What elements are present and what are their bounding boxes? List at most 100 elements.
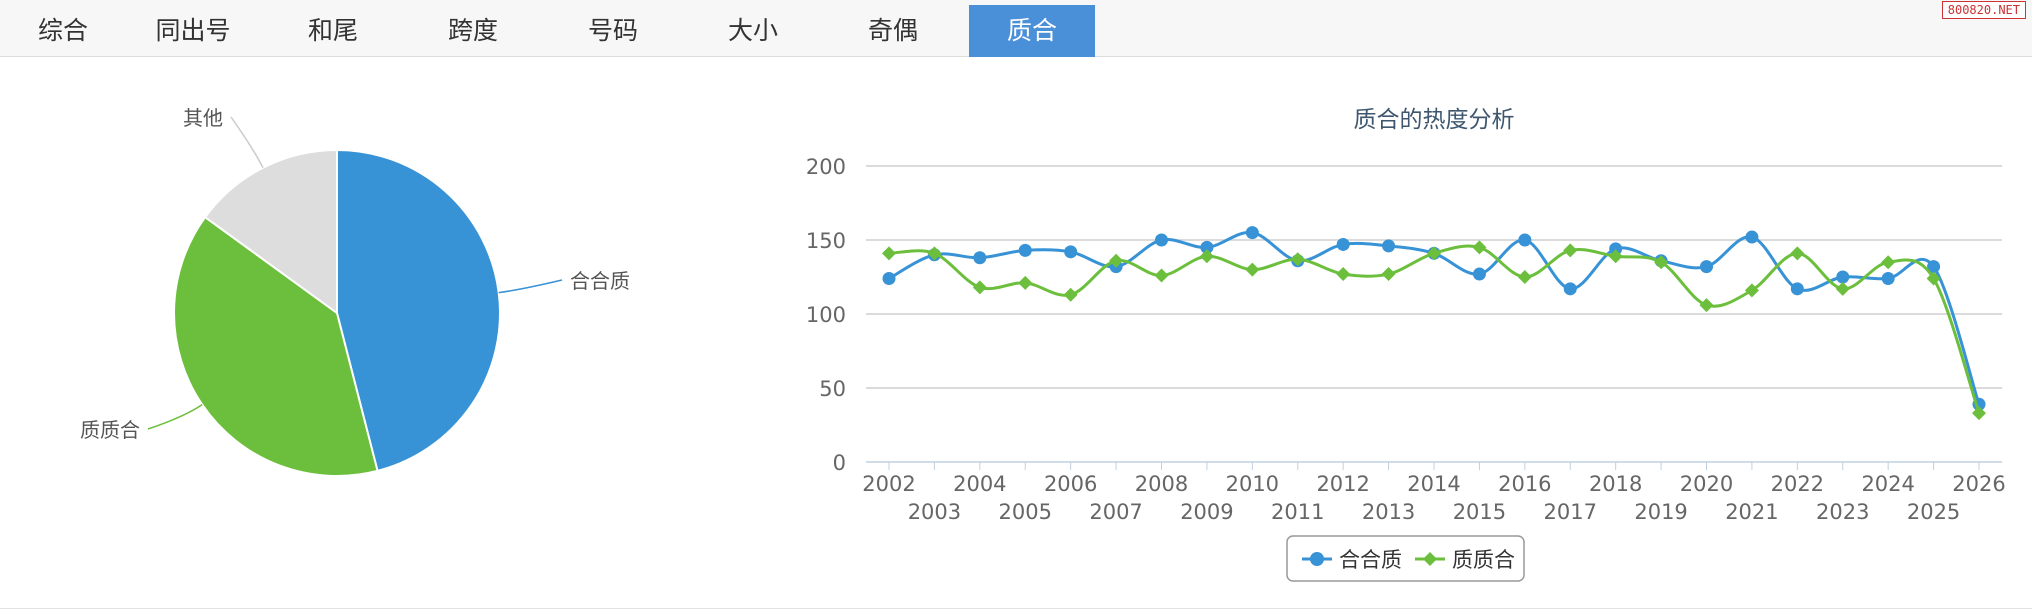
data-point (973, 251, 987, 265)
data-point (1472, 240, 1487, 255)
data-point (1835, 281, 1850, 296)
site-watermark: 800820.NET (1941, 1, 2026, 19)
x-tick-label: 2010 (1226, 472, 1279, 496)
x-tick-label: 2002 (862, 472, 915, 496)
y-tick-label: 50 (819, 377, 846, 401)
pie-label: 其他 (183, 106, 223, 130)
pie-connector (498, 279, 563, 294)
line-chart: 质合的热度分析 0 50 100 150 200 2002 2003 2004 2005 2006 2… (806, 107, 2006, 582)
data-point (1881, 271, 1895, 285)
data-point (1154, 268, 1169, 283)
data-point (1018, 275, 1033, 290)
data-point (1427, 246, 1441, 261)
pie-connector (147, 403, 203, 430)
x-tick-label: 2016 (1498, 472, 1551, 496)
data-point (1927, 260, 1941, 274)
data-point (1200, 240, 1214, 254)
legend: 合合质 质质合 (1286, 535, 1525, 582)
data-point (1290, 252, 1305, 267)
data-point (1336, 237, 1350, 251)
data-point (1790, 246, 1805, 261)
data-point (1063, 287, 1078, 302)
x-tick-label: 2004 (953, 472, 1006, 496)
data-point (1563, 282, 1577, 296)
tab-sum-tail[interactable]: 和尾 (307, 16, 358, 45)
x-tick-label: 2007 (1089, 500, 1142, 524)
data-point (1609, 242, 1623, 256)
data-point (1744, 283, 1759, 298)
x-tick-label: 2017 (1544, 500, 1597, 524)
tab-number[interactable]: 号码 (587, 16, 638, 45)
x-tick-label: 2023 (1816, 500, 1869, 524)
x-tick-label: 2024 (1861, 472, 1914, 496)
pie-connector (230, 116, 264, 169)
tab-same-number[interactable]: 同出号 (155, 16, 231, 45)
tab-prime-composite[interactable]: 质合 (969, 5, 1095, 57)
x-tick-label: 2003 (908, 500, 961, 524)
y-tick-label: 200 (806, 155, 846, 179)
x-tick-label: 2009 (1180, 500, 1233, 524)
x-tick-label: 2013 (1362, 500, 1415, 524)
data-point (1472, 267, 1486, 281)
legend-marker (1310, 552, 1324, 566)
data-point (972, 280, 987, 295)
x-tick-label: 2008 (1135, 472, 1188, 496)
data-point (1109, 253, 1124, 268)
x-tick-label: 2014 (1407, 472, 1460, 496)
data-point (1517, 270, 1532, 284)
x-tick-label: 2015 (1453, 500, 1506, 524)
tab-span[interactable]: 跨度 (447, 16, 498, 45)
data-point (1381, 267, 1396, 282)
legend-marker (1423, 552, 1437, 566)
data-point (1245, 226, 1259, 240)
pie-slice (203, 148, 338, 315)
x-tick-label: 2006 (1044, 472, 1097, 496)
legend-box (1286, 535, 1525, 582)
data-point (882, 271, 896, 285)
data-point (1881, 255, 1896, 270)
pie-label: 合合质 (570, 269, 630, 293)
data-point (1245, 262, 1260, 277)
y-tick-label: 0 (833, 451, 846, 475)
data-point (1972, 406, 1986, 421)
x-tick-label: 2005 (999, 500, 1052, 524)
data-point (1608, 249, 1623, 264)
data-point (1518, 233, 1532, 247)
data-point (1654, 255, 1669, 270)
x-tick-label: 2020 (1680, 472, 1733, 496)
data-point (1699, 298, 1714, 313)
x-tick-label: 2021 (1725, 500, 1778, 524)
data-point (1064, 245, 1078, 259)
data-point (1563, 243, 1578, 258)
x-tick-label: 2025 (1907, 500, 1960, 524)
data-point (1018, 243, 1032, 257)
tab-odd-even[interactable]: 奇偶 (867, 16, 918, 45)
data-point (1155, 233, 1168, 247)
data-point (1382, 239, 1396, 253)
x-tick-label: 2012 (1316, 472, 1369, 496)
data-point (1700, 260, 1713, 274)
data-point (1926, 271, 1941, 286)
legend-label: 质质合 (1452, 548, 1515, 572)
pie-label: 质质合 (80, 418, 140, 442)
x-tick-label: 2018 (1589, 472, 1642, 496)
x-tick-label: 2011 (1271, 500, 1324, 524)
x-tick-label: 2022 (1771, 472, 1824, 496)
y-tick-label: 150 (806, 229, 846, 253)
y-tick-label: 100 (806, 303, 846, 327)
tab-bar: 综合 同出号 和尾 跨度 号码 大小 奇偶 质合 (0, 0, 2032, 57)
data-point (1336, 267, 1351, 282)
data-point (1790, 282, 1804, 296)
x-tick-label: 2026 (1952, 472, 2005, 496)
tab-composite[interactable]: 综合 (37, 16, 88, 45)
legend-label: 合合质 (1339, 548, 1402, 572)
tab-size[interactable]: 大小 (727, 16, 778, 45)
data-point (1745, 230, 1759, 244)
data-point (882, 246, 896, 261)
x-tick-label: 2019 (1634, 500, 1687, 524)
data-point (927, 246, 942, 261)
pie-slice (336, 148, 501, 473)
data-point (1199, 249, 1214, 264)
chart-title: 质合的热度分析 (1354, 107, 1515, 133)
